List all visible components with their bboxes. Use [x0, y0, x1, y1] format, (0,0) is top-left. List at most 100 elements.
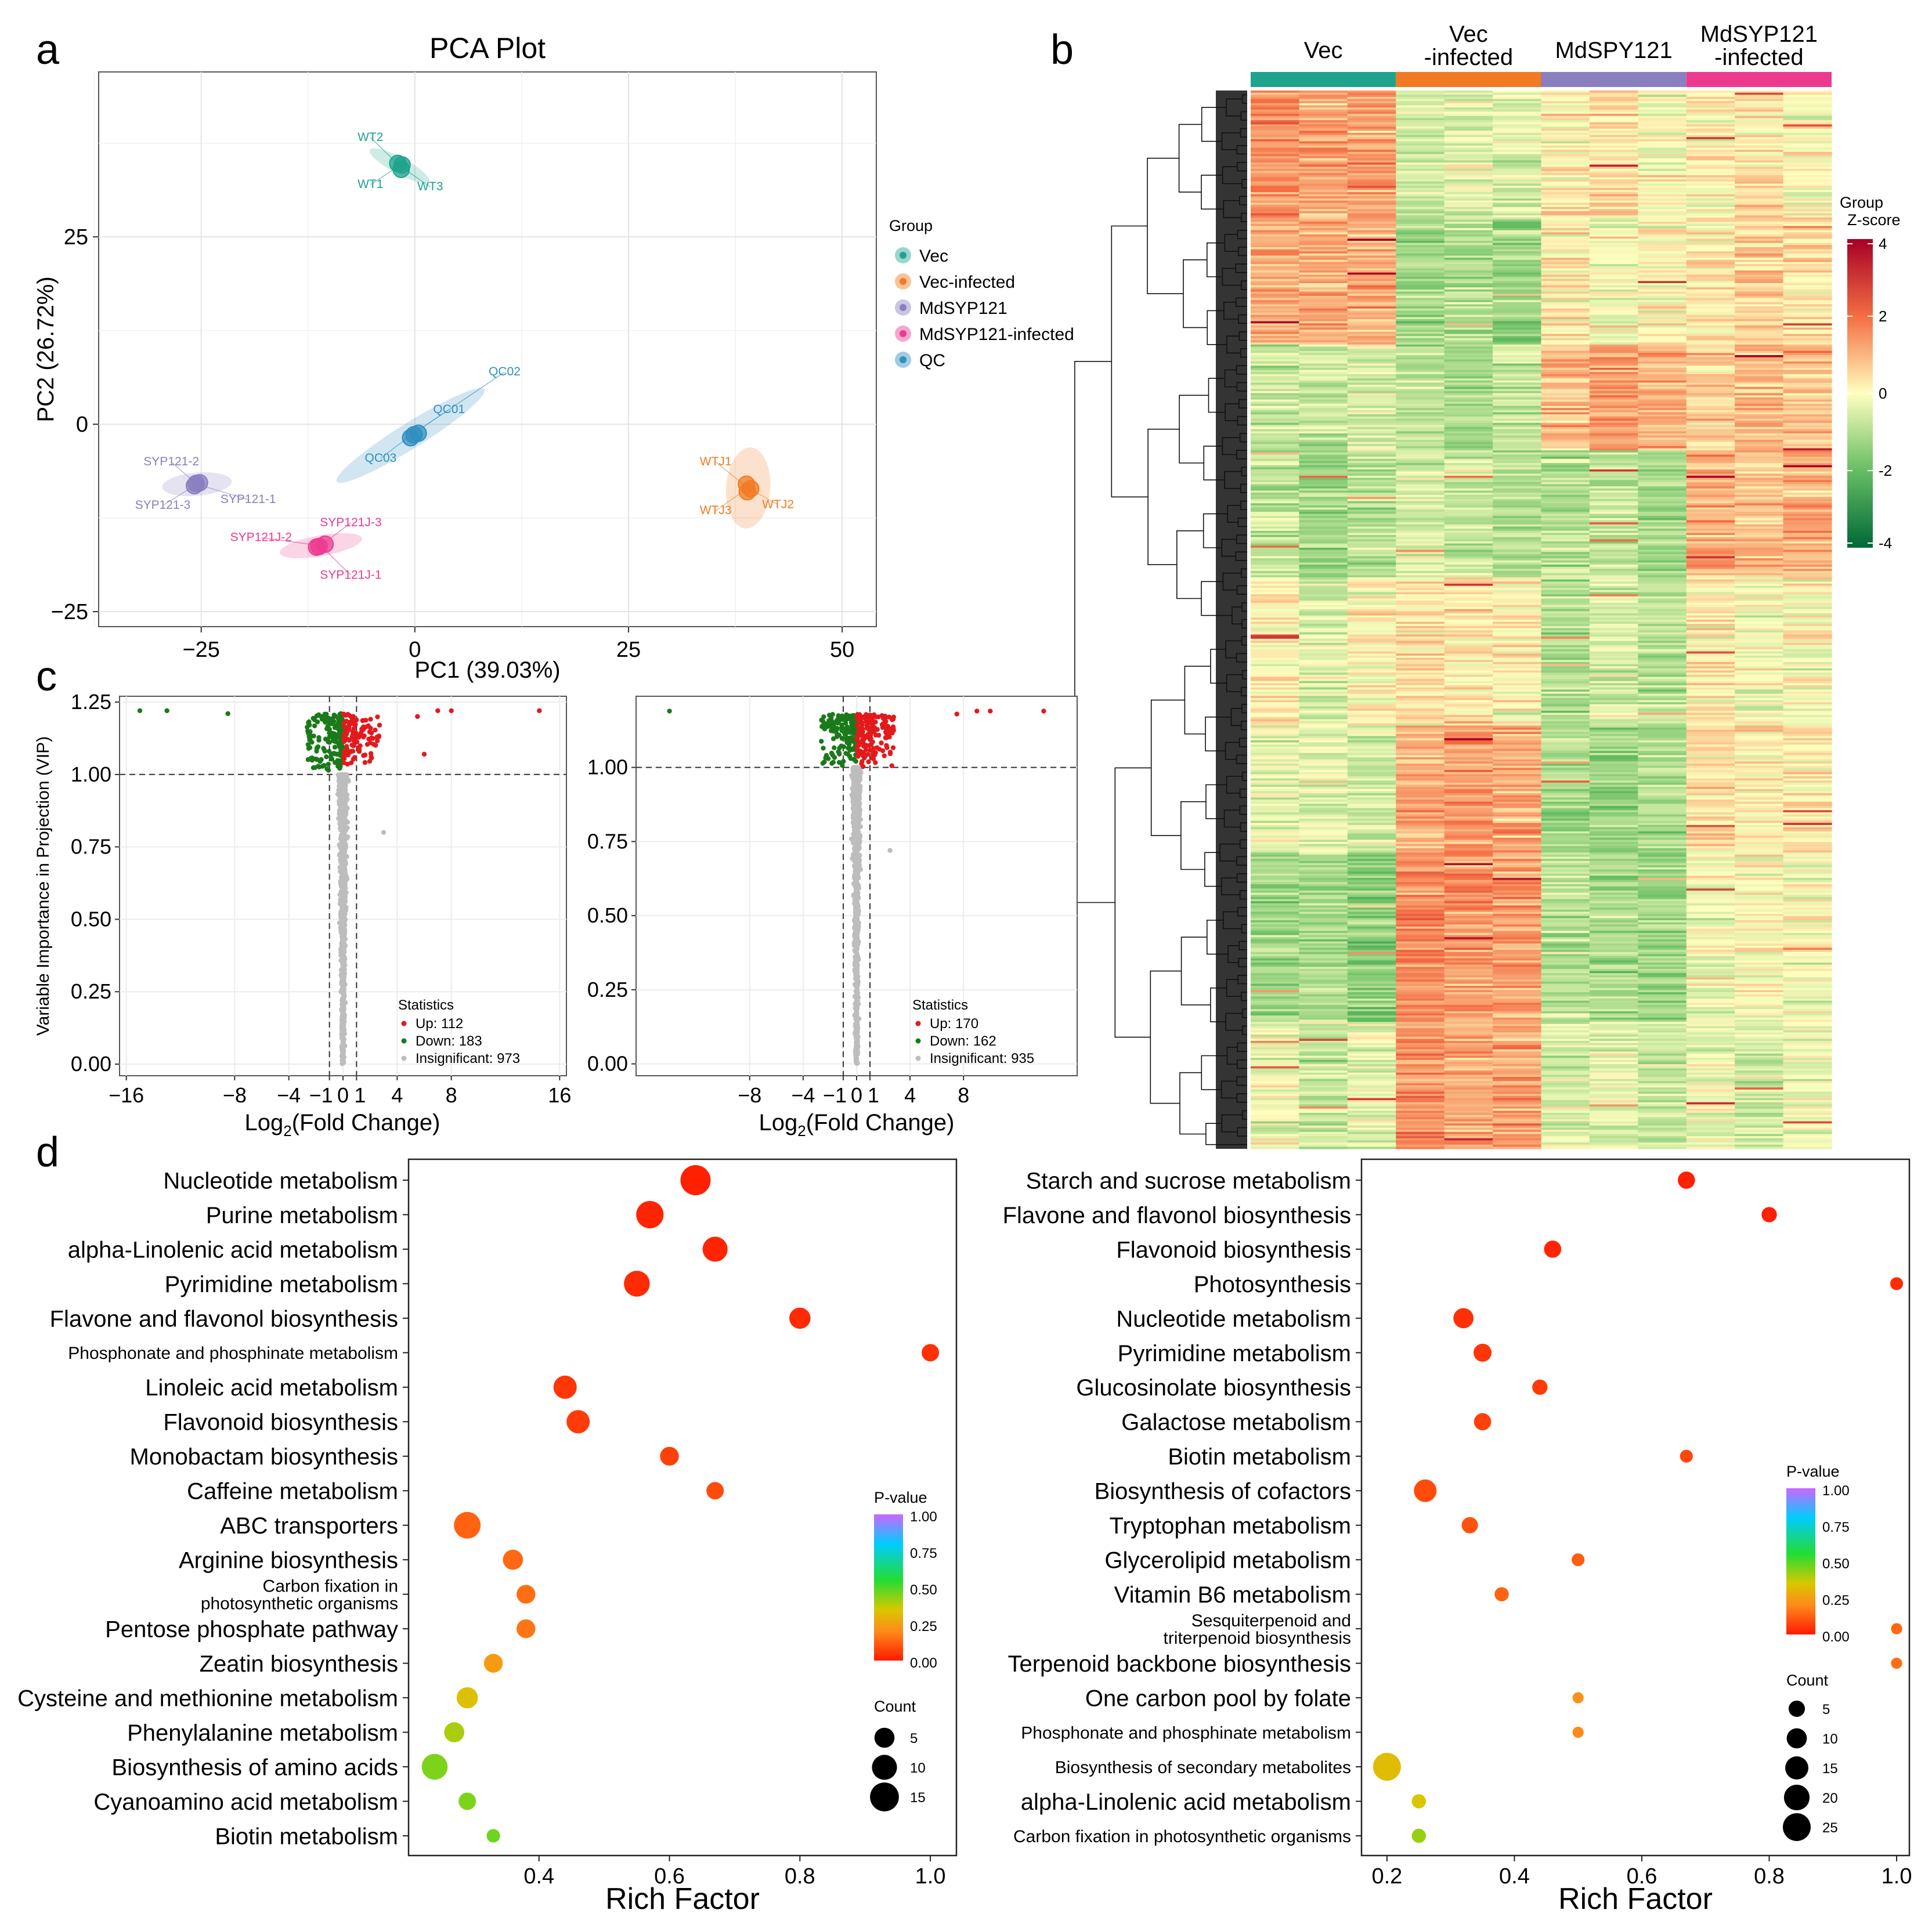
- heatmap-cell: [1783, 234, 1832, 237]
- heatmap-cell: [1638, 511, 1687, 515]
- heatmap-cell: [1589, 710, 1638, 714]
- heatmap-cell: [1638, 704, 1687, 707]
- heatmap-cell: [1686, 808, 1735, 811]
- heatmap-cell: [1541, 926, 1590, 930]
- heatmap-cell: [1589, 488, 1638, 491]
- heatmap-cell: [1686, 907, 1735, 910]
- heatmap-cell: [1638, 710, 1687, 714]
- heatmap-cell: [1735, 513, 1784, 516]
- heatmap-cell: [1735, 302, 1784, 305]
- heatmap-cell: [1251, 666, 1300, 669]
- heatmap-cell: [1589, 732, 1638, 735]
- heatmap-cell: [1735, 617, 1784, 620]
- heatmap-cell: [1589, 733, 1638, 737]
- heatmap-cell: [1735, 719, 1784, 722]
- heatmap-cell: [1251, 272, 1300, 275]
- heatmap-cell: [1347, 145, 1396, 149]
- heatmap-cell: [1541, 513, 1590, 516]
- heatmap-cell: [1396, 776, 1445, 779]
- heatmap-cell: [1299, 111, 1348, 114]
- heatmap-cell: [1589, 122, 1638, 125]
- heatmap-cell: [1299, 535, 1348, 538]
- heatmap-cell: [1444, 740, 1493, 743]
- heatmap-cell: [1541, 566, 1590, 570]
- heatmap-cell: [1686, 836, 1735, 838]
- heatmap-cell: [1541, 842, 1590, 845]
- heatmap-cell: [1541, 681, 1590, 684]
- heatmap-cell: [1638, 634, 1687, 637]
- heatmap-cell: [1299, 499, 1348, 502]
- heatmap-cell: [1541, 613, 1590, 616]
- heatmap-cell: [1299, 323, 1348, 326]
- heatmap-cell: [1444, 215, 1493, 218]
- heatmap-cell: [1396, 486, 1445, 489]
- heatmap-cell: [1735, 601, 1784, 603]
- heatmap-cell: [1638, 768, 1687, 771]
- panel-label-a: a: [36, 27, 60, 73]
- heatmap-cell: [1493, 611, 1542, 614]
- heatmap-cell: [1638, 308, 1687, 311]
- heatmap-cell: [1589, 571, 1638, 574]
- heatmap-cell: [1735, 607, 1784, 610]
- heatmap-cell: [1541, 442, 1590, 444]
- pca-legend-swatch-dot: [900, 330, 907, 337]
- heatmap-cell: [1396, 370, 1445, 372]
- heatmap-cell: [1541, 537, 1590, 540]
- heatmap-cell: [1638, 259, 1687, 263]
- heatmap-cell: [1638, 615, 1687, 618]
- heatmap-cell: [1493, 630, 1542, 633]
- heatmap-cell: [1783, 630, 1832, 633]
- heatmap-cell: [1396, 114, 1445, 117]
- heatmap-cell: [1251, 131, 1300, 133]
- heatmap-cell: [1589, 895, 1638, 898]
- heatmap-cell: [1541, 554, 1590, 557]
- heatmap-cell: [1541, 249, 1590, 252]
- heatmap-cell: [1783, 728, 1832, 730]
- heatmap-cell: [1638, 198, 1687, 201]
- heatmap-cell: [1735, 789, 1784, 792]
- dendrogram-branch: [1178, 124, 1202, 193]
- heatmap-cell: [1444, 594, 1493, 597]
- heatmap-cell: [1347, 892, 1396, 895]
- heatmap-cell: [1493, 867, 1542, 870]
- heatmap-cell: [1735, 677, 1784, 679]
- heatmap-cell: [1251, 535, 1300, 538]
- heatmap-cell: [1589, 615, 1638, 618]
- heatmap-cell: [1686, 672, 1735, 675]
- heatmap-cell: [1299, 869, 1348, 872]
- heatmap-cell: [1299, 516, 1348, 519]
- heatmap-cell: [1251, 708, 1300, 711]
- heatmap-cell: [1251, 759, 1300, 762]
- heatmap-cell: [1444, 334, 1493, 337]
- heatmap-cell: [1251, 850, 1300, 853]
- heatmap-cell: [1686, 852, 1735, 855]
- heatmap-cell: [1686, 386, 1735, 389]
- heatmap-cell: [1299, 223, 1348, 227]
- heatmap-cell: [1541, 213, 1590, 216]
- heatmap-cell: [1396, 478, 1445, 480]
- heatmap-cell: [1396, 497, 1445, 500]
- heatmap-cell: [1347, 924, 1396, 927]
- heatmap-cell: [1686, 294, 1735, 296]
- heatmap-cell: [1686, 513, 1735, 516]
- heatmap-cell: [1589, 638, 1638, 642]
- heatmap-cell: [1396, 605, 1445, 607]
- heatmap-cell: [1783, 836, 1832, 838]
- heatmap-cell: [1347, 187, 1396, 191]
- heatmap-cell: [1251, 829, 1300, 832]
- heatmap-cell: [1686, 547, 1735, 551]
- heatmap-cell: [1589, 450, 1638, 453]
- heatmap-cell: [1299, 571, 1348, 574]
- heatmap-cell: [1735, 810, 1784, 813]
- heatmap-cell: [1783, 317, 1832, 320]
- heatmap-cell: [1444, 480, 1493, 483]
- heatmap-cell: [1493, 253, 1542, 256]
- heatmap-cell: [1686, 880, 1735, 883]
- heatmap-cell: [1541, 820, 1590, 823]
- heatmap-cell: [1493, 207, 1542, 209]
- heatmap-cell: [1638, 566, 1687, 570]
- heatmap-cell: [1493, 518, 1542, 521]
- heatmap-cell: [1589, 281, 1638, 284]
- heatmap-cell: [1686, 679, 1735, 682]
- heatmap-cell: [1251, 253, 1300, 256]
